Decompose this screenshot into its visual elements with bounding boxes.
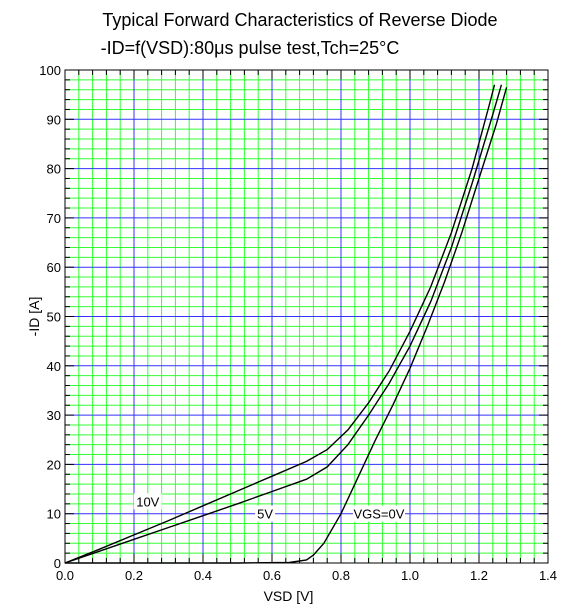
- y-tick-label: 60: [47, 260, 61, 275]
- x-tick-label: 0.0: [56, 568, 74, 583]
- y-tick-label: 70: [47, 211, 61, 226]
- y-tick-labels: 0 10 20 30 40 50 60 70 80 90 100: [39, 63, 61, 571]
- y-tick-label: 0: [54, 556, 61, 571]
- curve-10v: [64, 84, 496, 564]
- y-axis-label: -ID [A]: [26, 297, 42, 337]
- curve-label-bg: [133, 493, 162, 510]
- x-tick-label: 0.6: [263, 568, 281, 583]
- x-tick-label: 0.2: [125, 568, 143, 583]
- curves: [64, 84, 508, 564]
- x-tick-label: 1.2: [470, 568, 488, 583]
- y-tick-label: 20: [47, 457, 61, 472]
- x-tick-label: 1.0: [401, 568, 419, 583]
- curve-label: 10V: [136, 494, 159, 509]
- curve-vgs-0v: [65, 87, 508, 564]
- curve-label-bg: [255, 505, 276, 522]
- x-tick-label: 0.4: [194, 568, 212, 583]
- y-tick-label: 80: [47, 162, 61, 177]
- x-tick-labels: 0.0 0.2 0.4 0.6 0.8 1.0 1.2 1.4: [56, 568, 557, 583]
- major-grid: [65, 70, 548, 563]
- y-tick-label: 50: [47, 310, 61, 325]
- plot-frame: [64, 69, 549, 564]
- x-axis-label: VSD [V]: [264, 588, 314, 604]
- chart-title: Typical Forward Characteristics of Rever…: [102, 10, 498, 30]
- y-tick-label: 40: [47, 359, 61, 374]
- curve-5v: [64, 84, 503, 564]
- chart-subtitle: -ID=f(VSD):80μs pulse test,Tch=25°C: [100, 38, 400, 58]
- curve-label: 5V: [257, 507, 273, 522]
- curve-label-bg: [352, 505, 405, 522]
- y-tick-label: 100: [39, 63, 61, 78]
- y-tick-label: 30: [47, 408, 61, 423]
- y-tick-label: 90: [47, 112, 61, 127]
- x-tick-label: 0.8: [332, 568, 350, 583]
- curve-label: VGS=0V: [353, 507, 404, 522]
- curve-labels: 10V 5V VGS=0V: [133, 493, 405, 522]
- axis-ticks: [64, 69, 549, 564]
- x-tick-label: 1.4: [539, 568, 557, 583]
- y-tick-label: 10: [47, 507, 61, 522]
